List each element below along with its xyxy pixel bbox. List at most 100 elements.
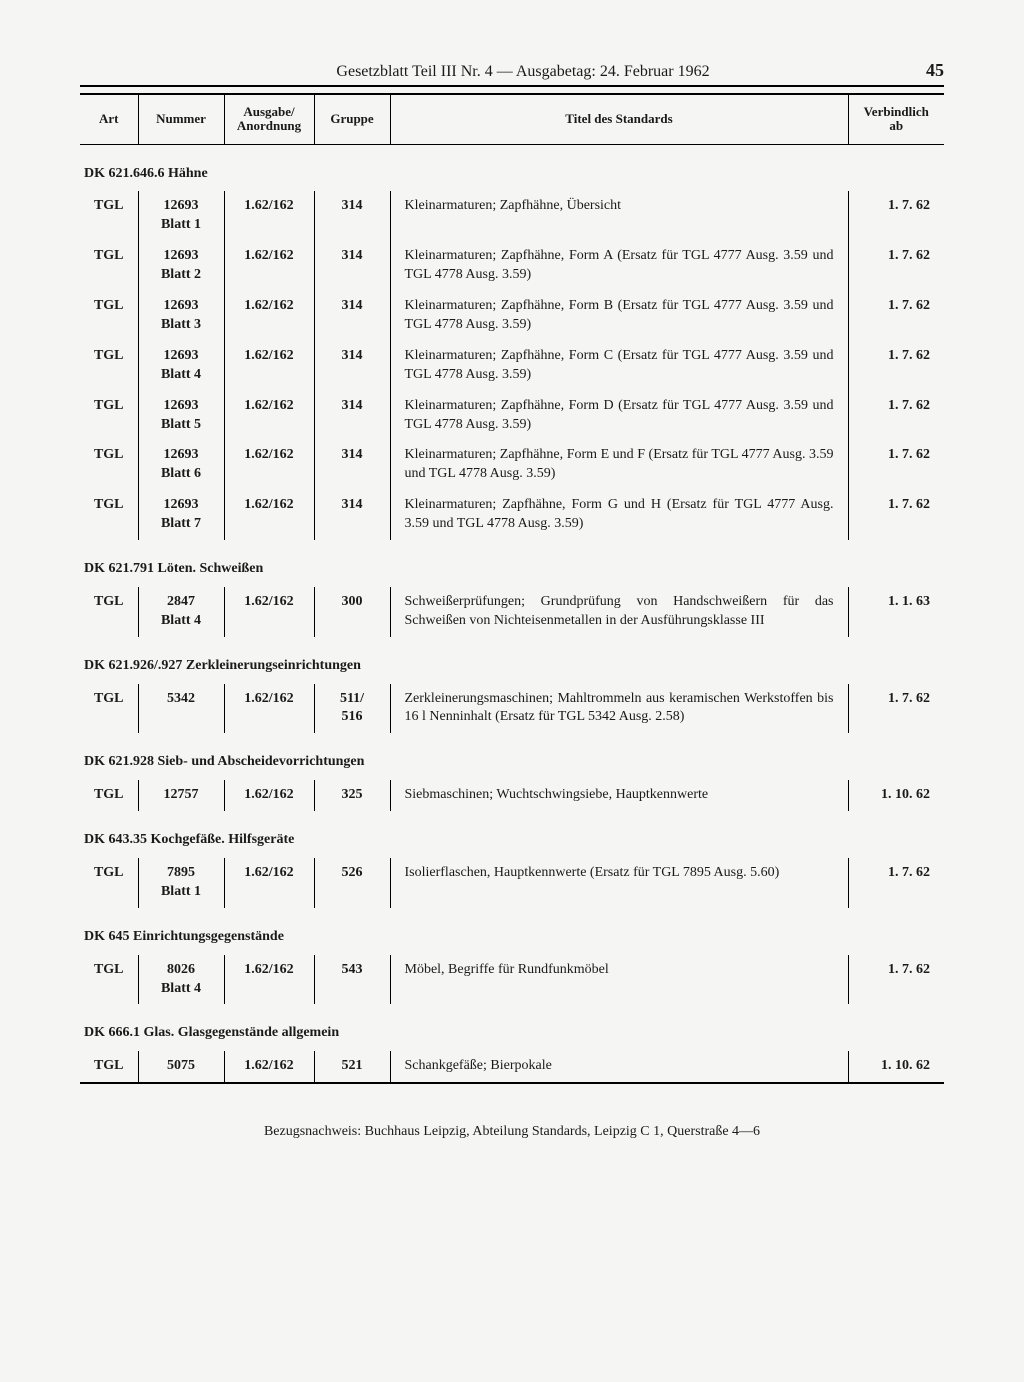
cell-titel: Zerkleinerungsmaschinen; Mahltrommeln au… [390,684,848,734]
section-heading: DK 666.1 Glas. Glasgegenstände allgemein [80,1004,944,1051]
cell-nummer: 2847Blatt 4 [138,587,224,637]
cell-art: TGL [80,341,138,391]
cell-nummer: 12693Blatt 1 [138,191,224,241]
cell-nummer: 12693Blatt 6 [138,440,224,490]
cell-verb: 1. 7. 62 [848,440,944,490]
cell-ausgabe: 1.62/162 [224,490,314,540]
cell-titel: Kleinarmaturen; Zapfhähne, Form E und F … [390,440,848,490]
footer-note: Bezugsnachweis: Buchhaus Leipzig, Abteil… [80,1124,944,1140]
cell-gruppe: 314 [314,440,390,490]
section-heading: DK 621.926/.927 Zerkleinerungseinrichtun… [80,637,944,684]
table-row: TGL12693Blatt 31.62/162314Kleinarmaturen… [80,291,944,341]
cell-ausgabe: 1.62/162 [224,858,314,908]
cell-gruppe: 314 [314,391,390,441]
col-header-ausgabe-text: Ausgabe/ Anordnung [237,104,301,133]
page-header: Gesetzblatt Teil III Nr. 4 — Ausgabetag:… [80,60,944,87]
section-heading-row: DK 621.646.6 Hähne [80,144,944,191]
table-row: TGL127571.62/162325Siebmaschinen; Wuchts… [80,780,944,811]
standards-table: Art Nummer Ausgabe/ Anordnung Gruppe Tit… [80,95,944,1082]
cell-ausgabe: 1.62/162 [224,291,314,341]
cell-gruppe: 526 [314,858,390,908]
cell-art: TGL [80,391,138,441]
cell-ausgabe: 1.62/162 [224,191,314,241]
section-heading-row: DK 666.1 Glas. Glasgegenstände allgemein [80,1004,944,1051]
section-heading: DK 621.646.6 Hähne [80,144,944,191]
cell-ausgabe: 1.62/162 [224,955,314,1005]
table-row: TGL12693Blatt 21.62/162314Kleinarmaturen… [80,241,944,291]
cell-art: TGL [80,191,138,241]
cell-art: TGL [80,684,138,734]
cell-art: TGL [80,780,138,811]
col-header-gruppe: Gruppe [314,95,390,144]
page-number: 45 [926,60,944,81]
section-heading: DK 621.791 Löten. Schweißen [80,540,944,587]
col-header-art: Art [80,95,138,144]
cell-titel: Kleinarmaturen; Zapfhähne, Form A (Ersat… [390,241,848,291]
cell-gruppe: 543 [314,955,390,1005]
cell-nummer: 12693Blatt 3 [138,291,224,341]
table-row: TGL12693Blatt 11.62/162314Kleinarmaturen… [80,191,944,241]
cell-gruppe: 521 [314,1051,390,1082]
table-row: TGL12693Blatt 61.62/162314Kleinarmaturen… [80,440,944,490]
cell-titel: Kleinarmaturen; Zapfhähne, Übersicht [390,191,848,241]
cell-gruppe: 314 [314,490,390,540]
cell-ausgabe: 1.62/162 [224,241,314,291]
cell-art: TGL [80,490,138,540]
cell-verb: 1. 10. 62 [848,780,944,811]
col-header-titel: Titel des Standards [390,95,848,144]
cell-art: TGL [80,1051,138,1082]
section-heading-row: DK 621.926/.927 Zerkleinerungseinrichtun… [80,637,944,684]
cell-gruppe: 325 [314,780,390,811]
cell-titel: Kleinarmaturen; Zapfhähne, Form C (Ersat… [390,341,848,391]
cell-nummer: 8026Blatt 4 [138,955,224,1005]
cell-verb: 1. 7. 62 [848,341,944,391]
cell-titel: Schankgefäße; Bierpokale [390,1051,848,1082]
section-heading-row: DK 643.35 Kochgefäße. Hilfsgeräte [80,811,944,858]
section-heading-row: DK 621.928 Sieb- und Abscheidevorrichtun… [80,733,944,780]
col-header-nummer: Nummer [138,95,224,144]
cell-art: TGL [80,955,138,1005]
table-row: TGL12693Blatt 71.62/162314Kleinarmaturen… [80,490,944,540]
cell-verb: 1. 7. 62 [848,391,944,441]
cell-verb: 1. 7. 62 [848,291,944,341]
table-row: TGL12693Blatt 41.62/162314Kleinarmaturen… [80,341,944,391]
cell-nummer: 5342 [138,684,224,734]
cell-gruppe: 314 [314,291,390,341]
cell-nummer: 12693Blatt 4 [138,341,224,391]
cell-verb: 1. 7. 62 [848,490,944,540]
cell-ausgabe: 1.62/162 [224,440,314,490]
cell-gruppe: 314 [314,341,390,391]
col-header-verb-text: Verbindlich ab [864,104,929,133]
cell-ausgabe: 1.62/162 [224,587,314,637]
cell-verb: 1. 7. 62 [848,191,944,241]
section-heading-row: DK 645 Einrichtungsgegenstände [80,908,944,955]
cell-ausgabe: 1.62/162 [224,1051,314,1082]
cell-verb: 1. 7. 62 [848,858,944,908]
cell-titel: Kleinarmaturen; Zapfhähne, Form B (Ersat… [390,291,848,341]
cell-verb: 1. 7. 62 [848,241,944,291]
table-body: DK 621.646.6 HähneTGL12693Blatt 11.62/16… [80,144,944,1082]
cell-titel: Siebmaschinen; Wuchtschwingsiebe, Hauptk… [390,780,848,811]
cell-art: TGL [80,241,138,291]
cell-nummer: 12757 [138,780,224,811]
table-row: TGL53421.62/162511/516Zerkleinerungsmasc… [80,684,944,734]
cell-art: TGL [80,858,138,908]
cell-nummer: 12693Blatt 2 [138,241,224,291]
table-row: TGL12693Blatt 51.62/162314Kleinarmaturen… [80,391,944,441]
table-header: Art Nummer Ausgabe/ Anordnung Gruppe Tit… [80,95,944,144]
cell-gruppe: 314 [314,241,390,291]
cell-gruppe: 300 [314,587,390,637]
col-header-ausgabe: Ausgabe/ Anordnung [224,95,314,144]
cell-verb: 1. 7. 62 [848,684,944,734]
cell-titel: Schweißerprüfungen; Grundprüfung von Han… [390,587,848,637]
cell-verb: 1. 1. 63 [848,587,944,637]
cell-titel: Möbel, Begriffe für Rundfunkmöbel [390,955,848,1005]
col-header-verb: Verbindlich ab [848,95,944,144]
cell-ausgabe: 1.62/162 [224,341,314,391]
cell-nummer: 12693Blatt 5 [138,391,224,441]
section-heading: DK 645 Einrichtungsgegenstände [80,908,944,955]
cell-art: TGL [80,440,138,490]
section-heading-row: DK 621.791 Löten. Schweißen [80,540,944,587]
cell-verb: 1. 7. 62 [848,955,944,1005]
cell-art: TGL [80,587,138,637]
